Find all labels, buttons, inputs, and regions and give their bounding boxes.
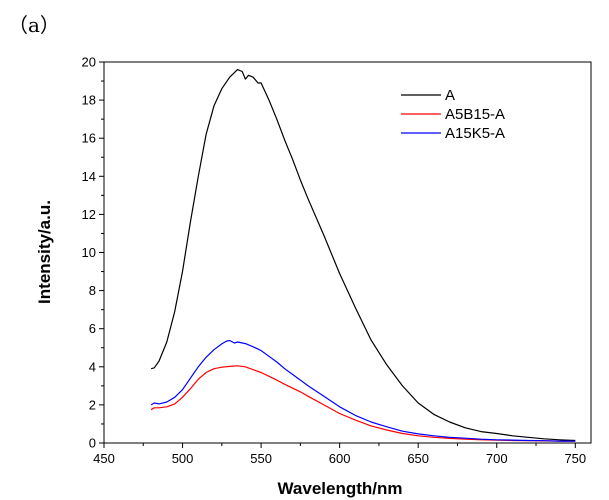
- x-tick-label: 500: [172, 451, 194, 466]
- series-line-a: [150, 68, 576, 442]
- y-axis-title: Intensity/a.u.: [35, 200, 54, 304]
- y-tick-label: 0: [89, 436, 96, 451]
- panel-label: （a）: [8, 13, 60, 37]
- series-layer: [150, 68, 576, 442]
- series-line-a5b15-a: [150, 365, 576, 442]
- legend-label: A15K5-A: [445, 125, 505, 142]
- y-tick-label: 2: [89, 397, 96, 412]
- x-axis: 450 500 550 600 650 700 750: [93, 443, 586, 466]
- y-tick-label: 14: [82, 169, 96, 184]
- y-tick-label: 8: [89, 283, 96, 298]
- x-tick-label: 750: [564, 451, 586, 466]
- y-tick-label: 16: [82, 131, 96, 146]
- y-axis: 0 2 4 6 8 10 12 14 16 18 20: [82, 55, 104, 451]
- plot-area: [103, 61, 592, 444]
- series-line-a15k5-a: [150, 339, 576, 442]
- plot-frame: [103, 61, 592, 444]
- y-tick-label: 18: [82, 93, 96, 108]
- legend-label: A5B15-A: [445, 106, 505, 123]
- y-tick-label: 4: [89, 359, 96, 374]
- x-tick-label: 450: [93, 451, 115, 466]
- x-tick-label: 600: [329, 451, 351, 466]
- x-tick-label: 650: [407, 451, 429, 466]
- x-axis-title: Wavelength/nm: [278, 479, 403, 498]
- y-tick-label: 10: [82, 245, 96, 260]
- y-tick-label: 12: [82, 207, 96, 222]
- legend-label: A: [445, 87, 455, 104]
- y-tick-label: 6: [89, 321, 96, 336]
- x-tick-label: 700: [486, 451, 508, 466]
- x-tick-label: 550: [250, 451, 272, 466]
- y-tick-label: 20: [82, 55, 96, 70]
- legend: A A5B15-A A15K5-A: [401, 87, 505, 142]
